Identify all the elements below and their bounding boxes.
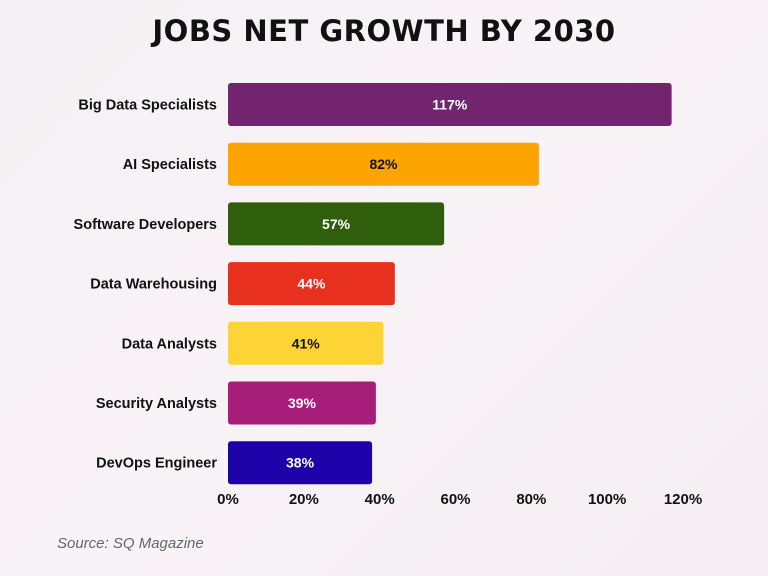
chart-title: JOBS NET GROWTH BY 2030 — [152, 14, 616, 48]
bar — [228, 441, 373, 485]
x-tick-label: 100% — [588, 491, 626, 508]
category-label: Big Data Specialists — [78, 98, 217, 114]
x-tick-label: 60% — [440, 491, 470, 508]
x-tick-label: 80% — [516, 491, 546, 508]
category-label: Data Analysts — [122, 336, 217, 352]
data-label: 117% — [432, 97, 468, 113]
category-label: DevOps Engineer — [96, 456, 217, 472]
data-label: 39% — [288, 395, 317, 411]
data-label: 38% — [286, 455, 315, 471]
bar — [228, 321, 384, 365]
bar — [228, 262, 395, 306]
x-tick-label: 0% — [217, 491, 239, 508]
data-label: 44% — [297, 276, 326, 292]
bar — [228, 381, 376, 425]
category-label: Security Analysts — [96, 396, 217, 412]
data-label: 82% — [369, 156, 398, 172]
x-tick-label: 120% — [664, 491, 702, 508]
data-label: 41% — [292, 335, 321, 351]
category-label: Software Developers — [74, 217, 217, 233]
bar — [228, 142, 539, 186]
category-label: AI Specialists — [123, 157, 217, 173]
data-label: 57% — [322, 216, 351, 232]
x-tick-label: 20% — [289, 491, 319, 508]
source-note: Source: SQ Magazine — [57, 535, 204, 552]
bar — [228, 83, 672, 126]
x-tick-label: 40% — [365, 491, 395, 508]
category-label: Data Warehousing — [90, 277, 217, 293]
bar — [228, 202, 445, 246]
